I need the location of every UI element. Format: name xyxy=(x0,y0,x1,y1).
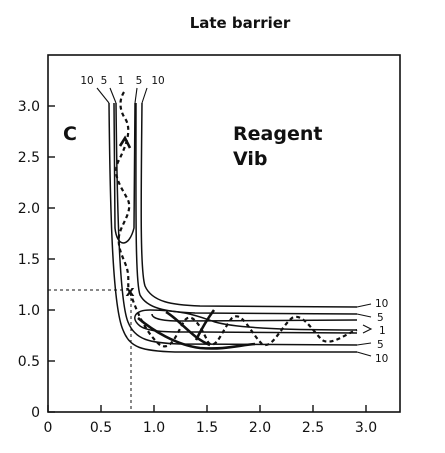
x-tick-label: 2.5 xyxy=(302,420,324,436)
y-tick-label: 0.5 xyxy=(18,354,40,370)
x-tick-label: 1.0 xyxy=(143,420,165,436)
trajectory-exit xyxy=(128,291,358,348)
x-tick-label: 1.5 xyxy=(196,420,218,436)
contour-label-right: 5 xyxy=(377,312,384,324)
plot-frame xyxy=(47,54,401,413)
contour-leader xyxy=(356,313,372,318)
x-tick-label: 3.0 xyxy=(355,420,377,436)
contour-leader xyxy=(356,303,372,308)
contour-10-inner xyxy=(140,102,358,308)
figure-title: Late barrier xyxy=(190,14,291,32)
x-tick-label: 2.0 xyxy=(249,420,271,436)
y-axis-ticks xyxy=(48,105,55,413)
y-tick-label: 2.5 xyxy=(18,150,40,166)
contour-label-top: 10 xyxy=(80,75,93,87)
trajectory-arrow xyxy=(118,135,132,149)
contour-label-top: 5 xyxy=(136,75,143,87)
y-tick-label: 2.0 xyxy=(18,201,40,217)
contour-leader xyxy=(141,87,148,104)
annotation-vib: Vib xyxy=(233,148,267,170)
contour-label-right: 10 xyxy=(375,298,388,310)
contour-leader xyxy=(362,324,373,334)
contour-label-right: 10 xyxy=(375,353,388,365)
annotation-reagent: Reagent xyxy=(233,123,322,145)
x-axis-ticks xyxy=(47,405,367,412)
trajectory-product-swirls xyxy=(137,309,256,350)
contour-label-right: 1 xyxy=(379,325,386,337)
y-tick-label: 3.0 xyxy=(18,99,40,115)
contour-10-outer xyxy=(108,102,357,353)
contour-label-right: 5 xyxy=(377,339,384,351)
contour-label-leaders xyxy=(96,87,373,357)
y-tick-label: 1.5 xyxy=(18,252,40,268)
y-tick-label: 1.0 xyxy=(18,303,40,319)
contour-label-top: 10 xyxy=(151,75,164,87)
panel-label: C xyxy=(63,123,77,145)
y-tick-label: 0 xyxy=(31,405,40,421)
barrier-marker: x xyxy=(125,284,134,300)
contour-label-top: 1 xyxy=(118,75,125,87)
contour-label-top: 5 xyxy=(101,75,108,87)
contour-leader xyxy=(356,351,372,357)
contour-5-inner xyxy=(135,102,358,315)
x-tick-label: 0.5 xyxy=(90,420,112,436)
contour-leader xyxy=(134,87,138,104)
x-tick-label: 0 xyxy=(44,420,53,436)
contour-1-barrier xyxy=(113,102,136,244)
contour-leader xyxy=(96,87,110,104)
trajectory-entrance xyxy=(115,91,131,293)
contour-leader xyxy=(356,342,372,346)
contour-leader xyxy=(109,87,117,104)
contour-extra-inner xyxy=(151,313,358,322)
